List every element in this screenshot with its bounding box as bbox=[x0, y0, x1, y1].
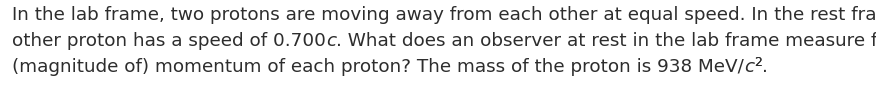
Text: .: . bbox=[762, 58, 767, 76]
Text: 2: 2 bbox=[754, 57, 762, 70]
Text: 2: 2 bbox=[754, 57, 762, 70]
Text: c: c bbox=[326, 32, 336, 50]
Text: other proton has a speed of 0.700: other proton has a speed of 0.700 bbox=[12, 32, 326, 50]
Text: c: c bbox=[744, 58, 754, 76]
Text: . What does an observer at rest in the lab frame measure for the energy and: . What does an observer at rest in the l… bbox=[336, 32, 876, 50]
Text: (magnitude of) momentum of each proton? The mass of the proton is 938 MeV/: (magnitude of) momentum of each proton? … bbox=[12, 58, 744, 76]
Text: In the lab frame, two protons are moving away from each other at equal speed. In: In the lab frame, two protons are moving… bbox=[12, 6, 876, 24]
